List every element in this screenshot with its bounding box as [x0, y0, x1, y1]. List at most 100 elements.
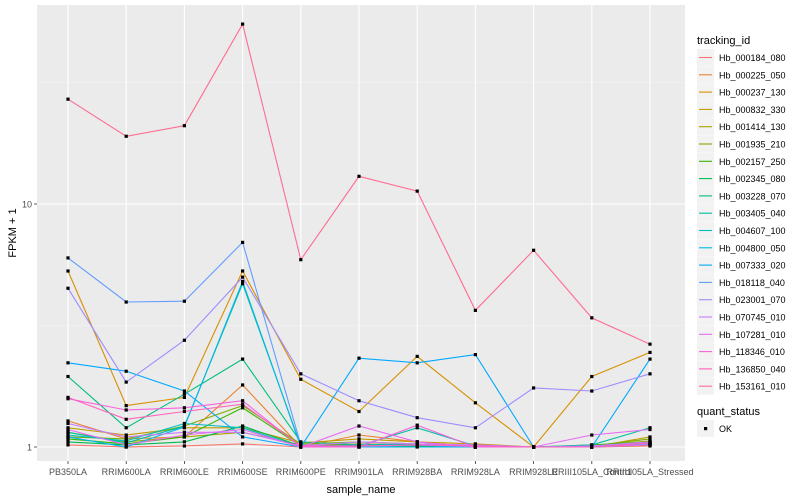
legend-label: Hb_153161_010: [719, 382, 786, 392]
data-point: [648, 441, 652, 445]
data-point: [124, 369, 128, 373]
data-point: [241, 442, 245, 446]
y-tick-label: 10: [22, 200, 32, 210]
data-point: [415, 440, 419, 444]
data-point: [241, 282, 245, 286]
data-point: [532, 248, 536, 252]
x-tick-label: RRIM928BA: [392, 467, 442, 477]
data-point: [415, 354, 419, 358]
data-point: [473, 426, 477, 430]
data-points: [66, 22, 652, 449]
legend-label: Hb_023001_070: [719, 295, 786, 305]
data-point: [357, 424, 361, 428]
data-point: [66, 97, 70, 101]
data-point: [415, 443, 419, 447]
data-point: [182, 406, 186, 410]
data-point: [415, 445, 419, 449]
data-point: [357, 444, 361, 448]
data-point: [473, 353, 477, 357]
x-tick-label: RRIM600LE: [160, 467, 209, 477]
data-point: [241, 399, 245, 403]
data-point: [473, 308, 477, 312]
data-point: [66, 286, 70, 290]
legend-label: Hb_004607_100: [719, 226, 786, 236]
data-point: [357, 433, 361, 437]
y-axis-title: FPKM + 1: [7, 208, 19, 257]
legend-label: Hb_004800_050: [719, 243, 786, 253]
data-point: [241, 383, 245, 387]
legend-label: Hb_000237_130: [719, 88, 786, 98]
data-point: [66, 269, 70, 273]
data-point: [299, 372, 303, 376]
data-point: [241, 430, 245, 434]
legend-label: Hb_118346_010: [719, 347, 785, 357]
data-point: [299, 258, 303, 262]
data-point: [124, 437, 128, 441]
legend-label: Hb_070745_010: [719, 313, 786, 323]
x-tick-label: RRIII105LA_Control: [552, 467, 633, 477]
data-point: [357, 356, 361, 360]
data-point: [66, 426, 70, 430]
data-point: [357, 399, 361, 403]
data-point: [415, 426, 419, 430]
data-point: [182, 421, 186, 426]
data-point: [66, 433, 70, 437]
legend-label: Hb_001414_130: [719, 122, 786, 132]
legend-title-color: tracking_id: [697, 35, 750, 47]
legend-label: Hb_002345_080: [719, 174, 786, 184]
plot-panel: [37, 5, 685, 461]
data-point: [415, 189, 419, 193]
data-point: [473, 401, 477, 405]
data-point: [182, 435, 186, 439]
data-point: [182, 338, 186, 342]
data-point: [473, 444, 477, 448]
data-point: [357, 409, 361, 414]
data-point: [182, 433, 186, 437]
legend-label: Hb_000184_080: [719, 53, 786, 63]
data-point: [66, 440, 70, 444]
data-point: [241, 269, 245, 273]
data-point: [415, 361, 419, 365]
legend-title-shape: quant_status: [697, 406, 760, 418]
legend-label: Hb_007333_020: [719, 261, 786, 271]
data-point: [182, 409, 186, 414]
x-tick-label: RRIM600PE: [276, 467, 326, 477]
data-point: [590, 389, 594, 393]
x-tick-label: RRIM928LA: [451, 467, 500, 477]
data-point: [124, 380, 128, 384]
data-point: [299, 440, 303, 444]
y-axis: 1 10: [22, 200, 37, 453]
x-tick-label: RRIM600LA: [102, 467, 151, 477]
data-point: [124, 404, 128, 408]
data-point: [532, 386, 536, 390]
data-point: [648, 426, 652, 430]
data-point: [648, 435, 652, 439]
data-point: [241, 240, 245, 244]
data-point: [182, 389, 186, 393]
data-point: [648, 357, 652, 361]
data-point: [241, 426, 245, 430]
x-tick-label: RRIM928LE: [509, 467, 558, 477]
data-point: [66, 421, 70, 426]
data-point: [124, 445, 128, 449]
data-point: [66, 374, 70, 379]
data-point: [66, 427, 70, 432]
grid-lines: [37, 5, 685, 461]
data-point: [648, 372, 652, 376]
legend-label: Hb_107281_010: [719, 330, 786, 340]
data-point: [66, 361, 70, 365]
data-point: [241, 424, 245, 428]
x-axis: PB350LA RRIM600LA RRIM600LE RRIM600SE RRIM60…: [49, 461, 694, 477]
legend-label: Hb_002157_250: [719, 157, 786, 167]
data-point: [66, 419, 70, 423]
data-point: [241, 357, 245, 361]
data-point: [241, 435, 245, 439]
data-point: [66, 395, 70, 399]
data-point: [182, 392, 186, 396]
data-point: [415, 416, 419, 420]
data-point: [241, 279, 245, 284]
data-point: [532, 445, 536, 449]
data-point: [182, 299, 186, 303]
legend: tracking_id Hb_000184_080 Hb_000225_050 Hb…: [697, 35, 786, 437]
legend-label: Hb_136850_040: [719, 364, 786, 374]
